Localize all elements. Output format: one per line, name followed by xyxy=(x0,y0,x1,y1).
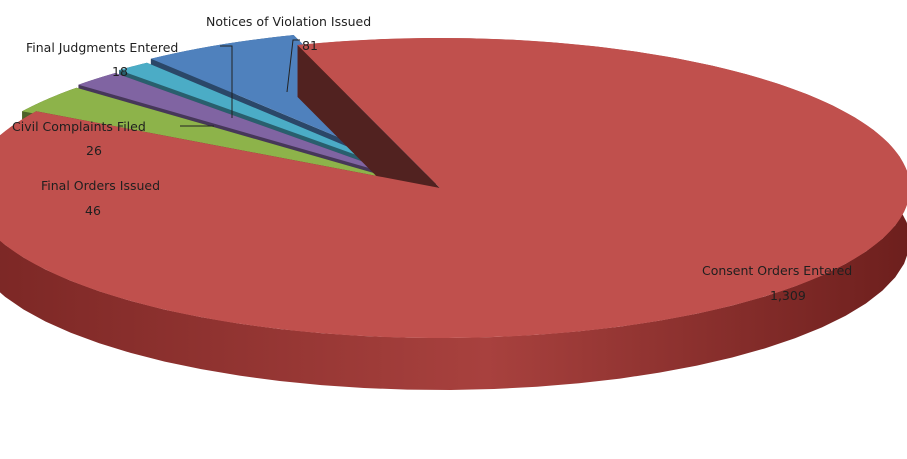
slice-top-civil-complaints-filed xyxy=(78,73,429,185)
label-consent-orders-value: 1,309 xyxy=(770,288,806,303)
leader-line-final-judgments xyxy=(220,45,233,118)
label-consent-orders-name: Consent Orders Entered xyxy=(702,263,852,278)
label-notices-value: 81 xyxy=(302,38,318,53)
pie-layer xyxy=(0,35,907,390)
label-final-judgments-value: 18 xyxy=(112,64,128,79)
slice-top-final-orders-issued xyxy=(22,87,426,188)
label-civil-complaints-value: 26 xyxy=(86,143,102,158)
label-civil-complaints-name: Civil Complaints Filed xyxy=(12,119,146,134)
label-notices-name: Notices of Violation Issued xyxy=(206,14,371,29)
leader-line-notices xyxy=(286,39,300,93)
label-final-judgments-name: Final Judgments Entered xyxy=(26,40,178,55)
slice-consent-orders-entered xyxy=(0,38,907,390)
label-final-orders-name: Final Orders Issued xyxy=(41,178,160,193)
label-final-orders-value: 46 xyxy=(85,203,101,218)
slice-top-consent-orders-entered xyxy=(0,38,907,339)
